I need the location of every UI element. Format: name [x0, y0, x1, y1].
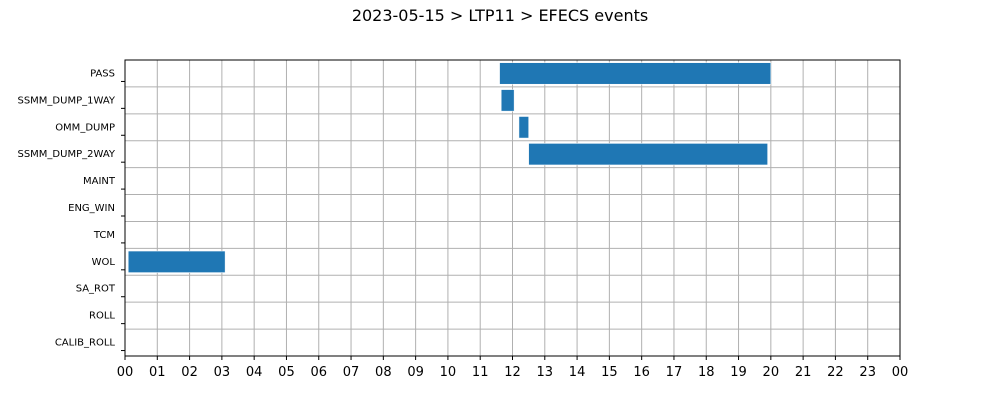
- x-tick-label: 13: [537, 365, 554, 380]
- x-tick-label: 22: [827, 365, 844, 380]
- x-tick-label: 19: [730, 365, 747, 380]
- x-tick-label: 00: [117, 365, 134, 380]
- x-tick-label: 16: [633, 365, 650, 380]
- y-axis: PASS SSMM_DUMP_1WAY OMM_DUMP SSMM_DUMP_2WAY…: [17, 68, 125, 352]
- x-tick-label: 17: [666, 365, 683, 380]
- event-bar-ssmm-dump-2way: [528, 143, 768, 166]
- y-tick-label: SSMM_DUMP_1WAY: [17, 95, 115, 106]
- x-tick-label: 04: [246, 365, 263, 380]
- event-bar-wol: [127, 250, 226, 273]
- x-tick-label: 10: [440, 365, 457, 380]
- x-tick-label: 03: [214, 365, 231, 380]
- x-tick-label: 15: [601, 365, 618, 380]
- x-tick-label: 11: [472, 365, 489, 380]
- x-tick-label: 23: [859, 365, 876, 380]
- y-tick-label: WOL: [92, 257, 116, 268]
- y-tick-label: MAINT: [83, 176, 116, 187]
- event-bar-ssmm-dump-1way: [500, 89, 515, 112]
- x-tick-label: 14: [569, 365, 586, 380]
- x-tick-label: 06: [310, 365, 327, 380]
- event-bar-pass: [499, 62, 772, 85]
- y-tick-label: OMM_DUMP: [55, 122, 115, 133]
- x-axis: 00 01 02 03 04 05 06 07 08 09 10 11 12 13 14 15 16 17 18 19…: [117, 356, 909, 380]
- y-tick-label: TCM: [93, 230, 115, 241]
- x-tick-label: 20: [763, 365, 780, 380]
- x-tick-label: 05: [278, 365, 295, 380]
- x-tick-label: 00: [892, 365, 909, 380]
- x-tick-label: 18: [698, 365, 715, 380]
- chart-title: 2023-05-15 > LTP11 > EFECS events: [351, 6, 649, 25]
- y-tick-label: ROLL: [89, 311, 115, 322]
- x-tick-label: 21: [795, 365, 812, 380]
- y-tick-label: CALIB_ROLL: [55, 338, 116, 349]
- y-tick-label: PASS: [90, 68, 115, 79]
- event-bar-omm-dump: [518, 116, 529, 139]
- y-tick-label: SA_ROT: [76, 284, 116, 295]
- x-tick-label: 01: [149, 365, 166, 380]
- y-tick-label: ENG_WIN: [68, 203, 115, 214]
- x-tick-label: 07: [343, 365, 360, 380]
- x-tick-label: 02: [181, 365, 198, 380]
- x-tick-label: 08: [375, 365, 392, 380]
- x-tick-label: 12: [504, 365, 521, 380]
- bar-layer: [127, 62, 772, 273]
- y-tick-label: SSMM_DUMP_2WAY: [17, 149, 115, 160]
- x-tick-label: 09: [407, 365, 424, 380]
